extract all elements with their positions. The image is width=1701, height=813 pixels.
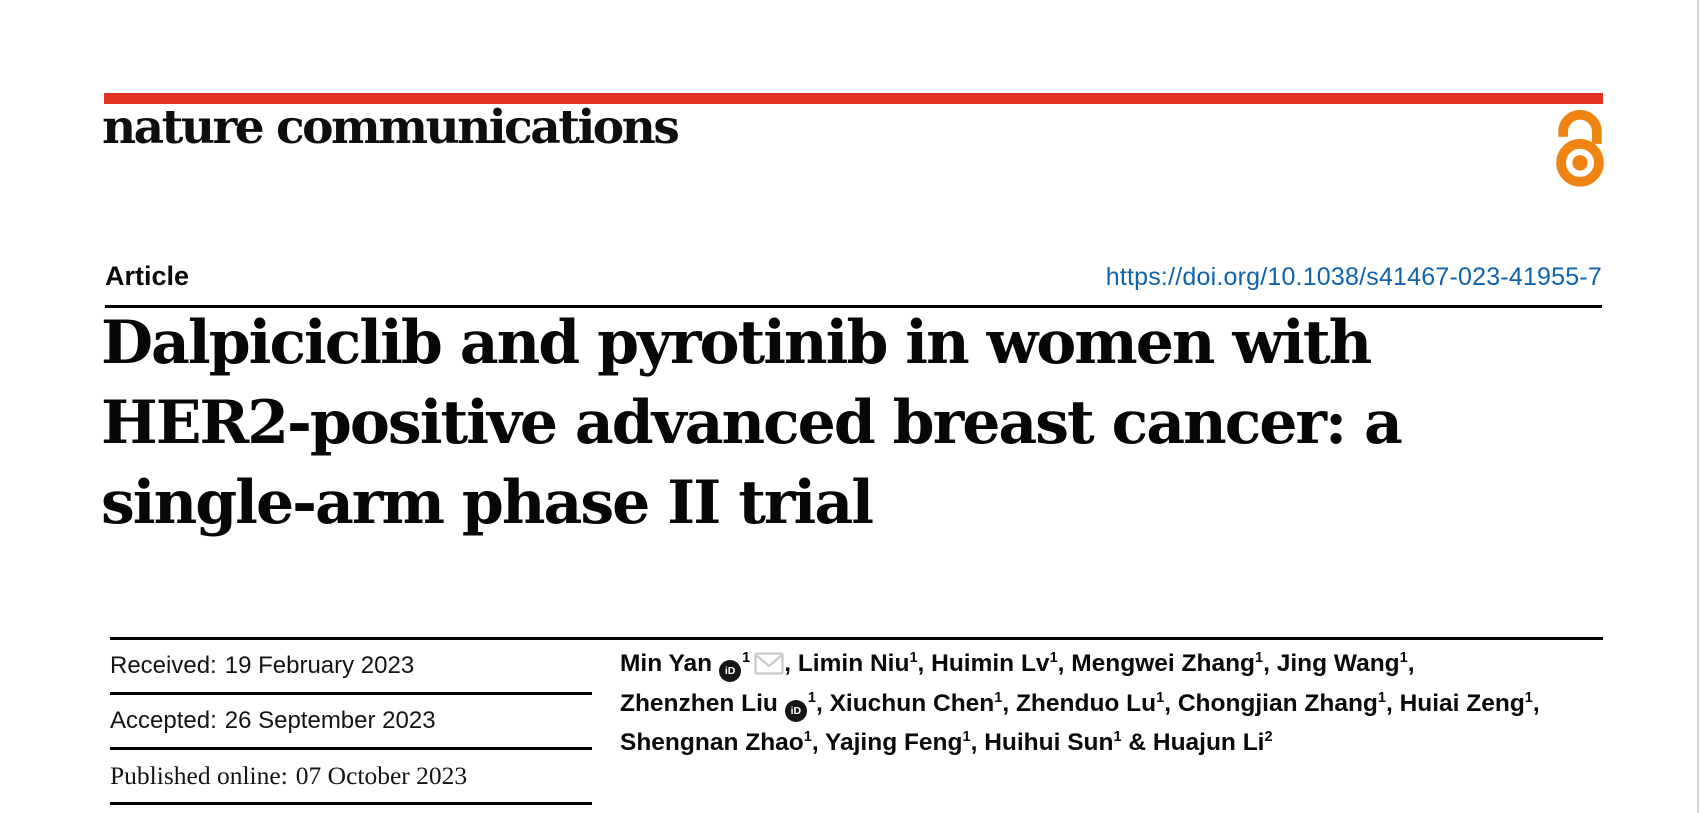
date-label: Received: — [110, 652, 217, 679]
author-line: Shengnan Zhao1, Yajing Feng1, Huihui Sun… — [620, 725, 1540, 765]
date-label: Published online: — [110, 761, 288, 790]
page-right-edge — [1697, 0, 1699, 813]
author-list: Min Yan iD1, Limin Niu1, Huimin Lv1, Meng… — [620, 640, 1540, 805]
author-name-text: , Limin Niu — [784, 650, 910, 677]
author-line: Min Yan iD1, Limin Niu1, Huimin Lv1, Meng… — [620, 646, 1540, 686]
date-row: Received: 19 February 2023 — [110, 640, 592, 695]
open-access-icon — [1556, 110, 1604, 187]
affiliation-superscript: 2 — [1264, 729, 1273, 745]
author-name-text: , Chongjian Zhang — [1164, 689, 1378, 717]
date-value: 19 February 2023 — [224, 652, 415, 679]
envelope-icon[interactable] — [754, 650, 784, 675]
dates-table: Received: 19 February 2023 Accepted: 26 Sep… — [110, 640, 592, 805]
author-name-text: , Jing Wang — [1263, 650, 1400, 677]
author-name-text: Min Yan — [620, 650, 713, 677]
author-name-text: , Mengwei Zhang — [1057, 650, 1256, 677]
author-name-text: Zhenzhen Liu — [620, 689, 778, 717]
author-name-text: , Yajing Feng — [811, 729, 963, 756]
date-row: Accepted: 26 September 2023 — [110, 695, 592, 750]
title-line-3: single-arm phase II trial — [101, 468, 874, 538]
author-name-text: , Huimin Lv — [917, 650, 1050, 677]
author-name-text: , Xiuchun Chen — [815, 689, 995, 717]
article-type-label: Article — [105, 261, 190, 291]
affiliation-superscript: 1 — [742, 650, 751, 666]
author-name-text: , Zhenduo Lu — [1002, 689, 1157, 717]
author-name-text: & Huajun Li — [1121, 729, 1265, 756]
meta-row: Article https://doi.org/10.1038/s41467-0… — [105, 261, 1602, 292]
affiliation-superscript: 1 — [1524, 689, 1533, 706]
affiliation-superscript: 1 — [1049, 650, 1058, 666]
author-name-text: , — [1407, 650, 1415, 677]
affiliation-superscript: 1 — [1377, 689, 1386, 706]
affiliation-superscript: 1 — [1399, 650, 1408, 666]
date-value: 26 September 2023 — [224, 707, 436, 734]
orcid-icon[interactable]: iD — [784, 699, 807, 722]
date-value: 07 October 2023 — [295, 761, 468, 790]
title-line-2: HER2-positive advanced breast cancer: a — [101, 388, 1403, 458]
affiliation-superscript: 1 — [803, 729, 812, 745]
author-name-text: Shengnan Zhao — [620, 729, 804, 756]
title-line-1: Dalpiciclib and pyrotinib in women with — [101, 308, 1372, 378]
article-title: Dalpiciclib and pyrotinib in women with … — [101, 303, 1551, 543]
orcid-icon[interactable]: iD — [719, 660, 742, 682]
author-name-text: , — [1532, 689, 1540, 717]
affiliation-superscript: 1 — [962, 729, 971, 745]
affiliation-superscript: 1 — [1113, 729, 1122, 745]
journal-logo: nature communications — [102, 100, 680, 155]
brand-rule — [104, 93, 1603, 104]
affiliation-superscript: 1 — [994, 689, 1003, 706]
author-line: Zhenzhen Liu iD1, Xiuchun Chen1, Zhenduo … — [620, 686, 1540, 726]
affiliation-superscript: 1 — [1255, 650, 1264, 666]
info-section: Received: 19 February 2023 Accepted: 26 Sep… — [110, 637, 1603, 805]
affiliation-superscript: 1 — [1156, 689, 1165, 706]
title-rule — [105, 305, 1602, 308]
author-name-text: , Huihui Sun — [970, 729, 1114, 756]
affiliation-superscript: 1 — [909, 650, 918, 666]
date-label: Accepted: — [110, 707, 217, 734]
affiliation-superscript: 1 — [807, 689, 816, 706]
author-name-text: , Huiai Zeng — [1385, 689, 1525, 717]
date-row: Published online: 07 October 2023 — [110, 750, 592, 805]
doi-link[interactable]: https://doi.org/10.1038/s41467-023-41955… — [1105, 263, 1602, 291]
